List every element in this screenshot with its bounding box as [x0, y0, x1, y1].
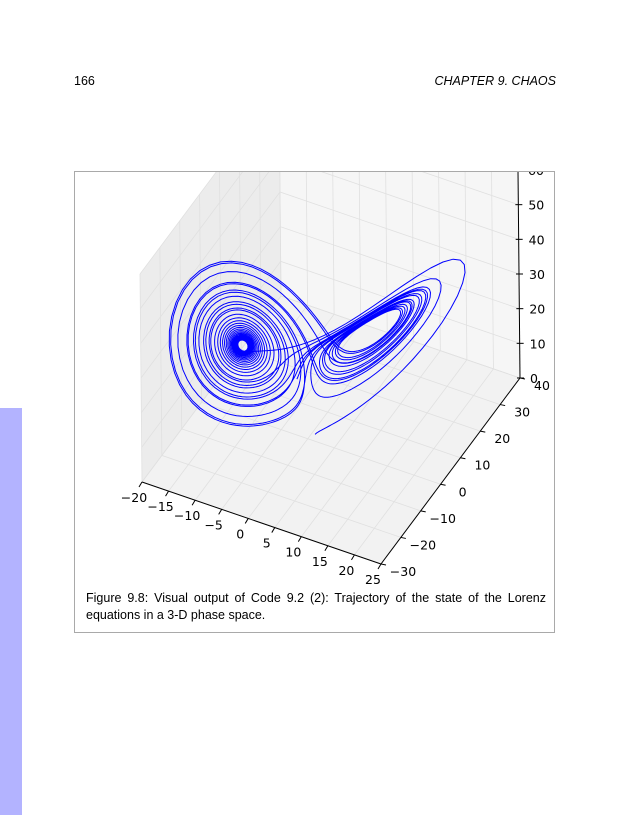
y-tick: [380, 563, 387, 566]
x-tick: [138, 481, 143, 488]
y-tick: [500, 404, 506, 407]
z-grid-line: [141, 260, 520, 448]
x-tick: [191, 499, 196, 506]
y-tick-label: −20: [410, 537, 436, 552]
x-tick: [377, 563, 382, 570]
x-tick-label: −20: [121, 490, 147, 505]
y-tick: [420, 510, 426, 513]
y-tick-label: 10: [474, 458, 490, 473]
x-tick: [324, 545, 329, 552]
z-tick-label: 10: [530, 336, 546, 351]
z-grid-line: [140, 172, 519, 309]
running-head: CHAPTER 9. CHAOS: [434, 74, 556, 88]
y-tick-label: 20: [494, 431, 510, 446]
lorenz-trajectory-line: [168, 258, 466, 435]
z-grid-line: [140, 191, 520, 379]
x-tick: [244, 518, 249, 524]
y-tick: [460, 457, 466, 460]
lorenz-3d-plot: −20−15−10−50510152025−30−20−100102030400…: [121, 172, 550, 587]
y-tick: [440, 483, 446, 486]
y-axis-line: [380, 377, 521, 565]
y-tick-label: 30: [514, 405, 530, 420]
figure-caption: Figure 9.8: Visual output of Code 9.2 (2…: [86, 591, 546, 622]
x-tick-label: −15: [147, 499, 173, 514]
x-tick-label: −5: [204, 517, 222, 532]
y-tick-label: 40: [534, 378, 550, 393]
x-tick-label: −10: [174, 508, 200, 523]
x-tick-label: 15: [312, 554, 328, 569]
y-tick-label: −30: [390, 564, 416, 579]
side-bar: [0, 408, 22, 815]
x-tick: [165, 490, 169, 497]
x-tick-label: 20: [338, 563, 354, 578]
x-tick-label: 5: [263, 536, 271, 551]
z-tick-label: 50: [528, 198, 544, 213]
z-tick-label: 30: [529, 267, 545, 282]
y-tick-label: −10: [430, 511, 456, 526]
x-tick: [297, 536, 302, 542]
x-tick-label: 10: [285, 545, 301, 560]
y-tick: [400, 536, 406, 539]
y-tick-label: 0: [459, 484, 467, 499]
z-tick-label: 60: [528, 172, 544, 178]
z-tick-label: 20: [529, 302, 545, 317]
y-tick: [480, 430, 486, 433]
figure-frame: −20 −15 −10 −5 0 5 10 15 20 25 −30 −20 −10 0 10 20 30 40 0…: [74, 171, 555, 633]
x-tick-label: 25: [365, 572, 381, 587]
z-grid-line: [139, 172, 217, 275]
x-tick: [218, 509, 223, 515]
z-grid-line: [141, 295, 521, 483]
left-wall-pane: [140, 172, 281, 482]
z-tick-label: 0: [530, 371, 538, 386]
x-tick: [351, 554, 355, 561]
z-tick-label: 40: [529, 232, 545, 247]
x-axis-line: [141, 481, 382, 565]
back-wall-pane: [279, 172, 520, 378]
page-number: 166: [74, 74, 95, 88]
x-tick: [271, 527, 276, 533]
x-tick-label: 0: [236, 526, 244, 541]
z-grid-line: [140, 172, 519, 344]
